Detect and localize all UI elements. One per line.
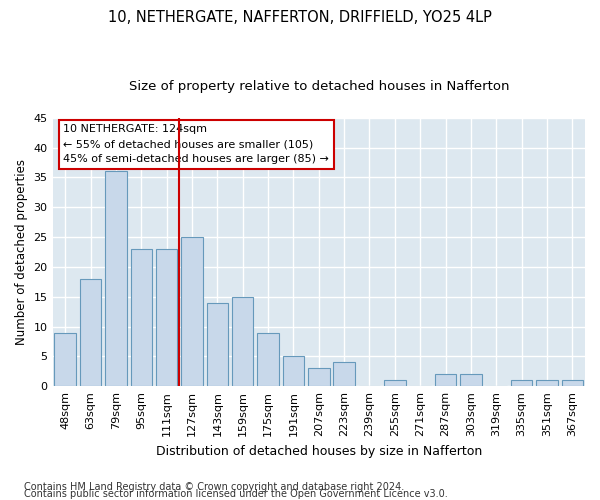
Bar (232, 296, 253, 386)
Bar (334, 362, 355, 386)
Bar (80, 279, 101, 386)
Bar (562, 380, 583, 386)
Text: 10, NETHERGATE, NAFFERTON, DRIFFIELD, YO25 4LP: 10, NETHERGATE, NAFFERTON, DRIFFIELD, YO… (108, 10, 492, 25)
Bar (435, 374, 457, 386)
Bar (511, 380, 532, 386)
Text: Contains HM Land Registry data © Crown copyright and database right 2024.: Contains HM Land Registry data © Crown c… (24, 482, 404, 492)
Text: 10 NETHERGATE: 124sqm
← 55% of detached houses are smaller (105)
45% of semi-det: 10 NETHERGATE: 124sqm ← 55% of detached … (63, 124, 329, 164)
Bar (257, 332, 279, 386)
X-axis label: Distribution of detached houses by size in Nafferton: Distribution of detached houses by size … (155, 444, 482, 458)
Bar (55, 332, 76, 386)
Bar (308, 368, 329, 386)
Text: Contains public sector information licensed under the Open Government Licence v3: Contains public sector information licen… (24, 489, 448, 499)
Bar (536, 380, 558, 386)
Bar (181, 237, 203, 386)
Bar (384, 380, 406, 386)
Y-axis label: Number of detached properties: Number of detached properties (15, 159, 28, 345)
Bar (283, 356, 304, 386)
Bar (460, 374, 482, 386)
Bar (131, 249, 152, 386)
Title: Size of property relative to detached houses in Nafferton: Size of property relative to detached ho… (128, 80, 509, 93)
Bar (105, 172, 127, 386)
Bar (206, 302, 228, 386)
Bar (156, 249, 178, 386)
